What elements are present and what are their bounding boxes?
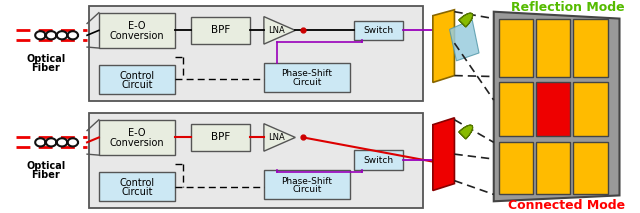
Polygon shape	[499, 19, 533, 76]
Polygon shape	[449, 20, 479, 61]
Text: LNA: LNA	[268, 133, 285, 142]
Text: Circuit: Circuit	[122, 187, 153, 197]
Polygon shape	[493, 12, 620, 201]
Text: Conversion: Conversion	[110, 31, 164, 41]
Text: Circuit: Circuit	[292, 78, 322, 87]
Text: Switch: Switch	[364, 26, 394, 35]
Polygon shape	[459, 125, 473, 139]
Text: Optical: Optical	[26, 161, 65, 171]
Polygon shape	[499, 142, 533, 194]
Text: Switch: Switch	[364, 155, 394, 164]
Bar	[355, 20, 403, 40]
Bar	[99, 172, 175, 201]
Text: E-O: E-O	[129, 21, 146, 31]
Polygon shape	[573, 19, 608, 76]
Bar	[89, 113, 423, 208]
Polygon shape	[536, 142, 570, 194]
Text: Fiber: Fiber	[31, 170, 60, 180]
Bar	[99, 65, 175, 94]
Text: Control: Control	[120, 178, 155, 188]
Text: Phase-Shift: Phase-Shift	[282, 177, 333, 186]
Text: E-O: E-O	[129, 128, 146, 138]
Polygon shape	[264, 124, 295, 151]
Polygon shape	[459, 13, 473, 27]
Text: BPF: BPF	[211, 132, 230, 142]
Bar	[355, 150, 403, 170]
Polygon shape	[573, 82, 608, 137]
Text: BPF: BPF	[211, 25, 230, 35]
Bar	[99, 13, 175, 48]
Polygon shape	[433, 10, 454, 82]
Polygon shape	[433, 118, 454, 190]
Bar	[191, 124, 250, 151]
Text: Phase-Shift: Phase-Shift	[282, 69, 333, 78]
Text: Control: Control	[120, 71, 155, 81]
Text: Circuit: Circuit	[292, 185, 322, 194]
Bar	[264, 170, 350, 199]
Polygon shape	[536, 82, 570, 137]
Text: Fiber: Fiber	[31, 63, 60, 73]
Bar	[264, 63, 350, 92]
Text: Circuit: Circuit	[122, 80, 153, 90]
Bar	[191, 17, 250, 44]
Bar	[99, 120, 175, 155]
Polygon shape	[264, 17, 295, 44]
Text: Conversion: Conversion	[110, 138, 164, 148]
Text: Reflection Mode: Reflection Mode	[511, 1, 624, 14]
Polygon shape	[499, 82, 533, 137]
Text: Optical: Optical	[26, 54, 65, 64]
Text: LNA: LNA	[268, 26, 285, 35]
Bar	[89, 6, 423, 101]
Text: Connected Mode: Connected Mode	[508, 199, 625, 212]
Polygon shape	[573, 142, 608, 194]
Polygon shape	[536, 19, 570, 76]
